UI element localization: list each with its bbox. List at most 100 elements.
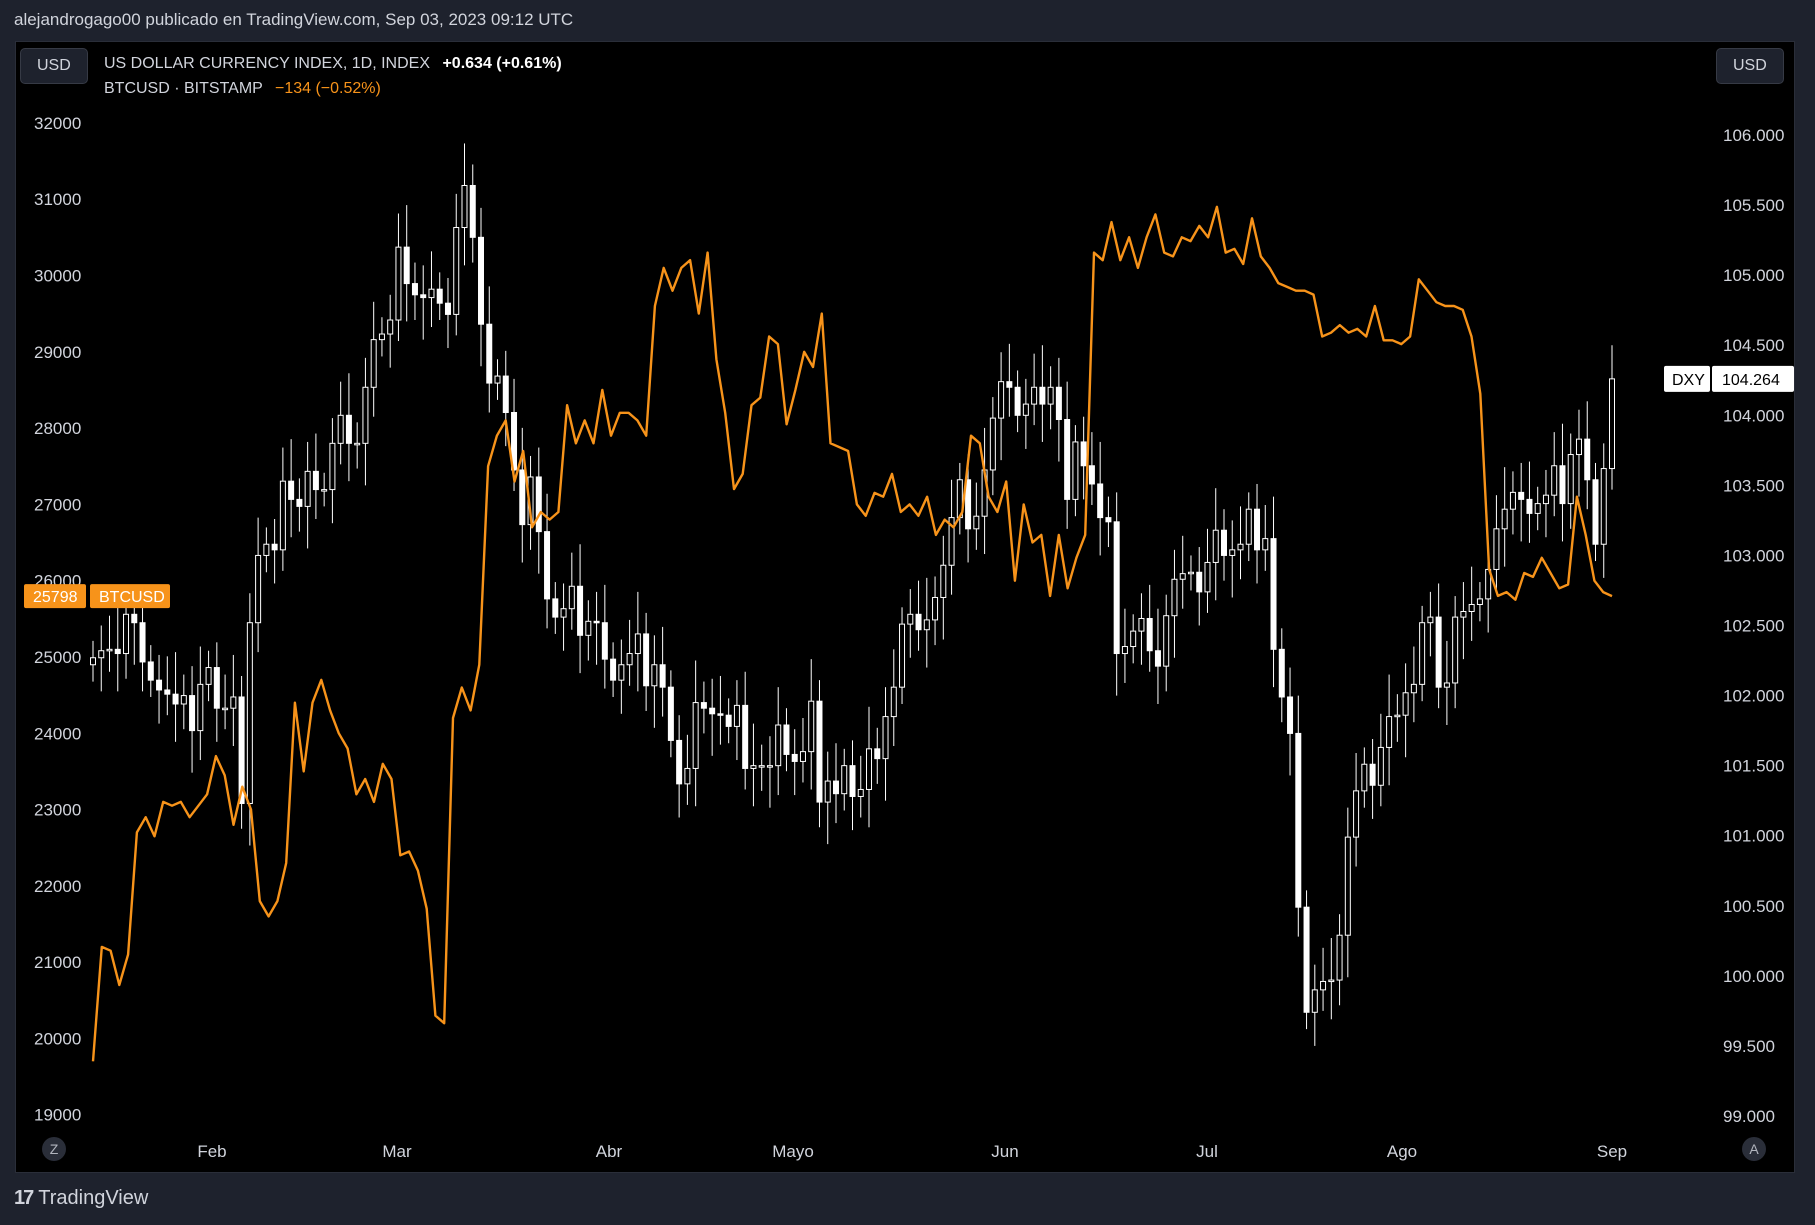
candle-body bbox=[1361, 763, 1368, 792]
candle-body bbox=[345, 414, 352, 444]
candle-body bbox=[1097, 483, 1104, 519]
candle-body bbox=[1493, 528, 1500, 570]
candle-body bbox=[222, 707, 229, 711]
candle-body bbox=[1022, 403, 1029, 416]
candle-body bbox=[1410, 683, 1417, 694]
x-tick-label: Feb bbox=[197, 1142, 226, 1161]
candle-body bbox=[337, 414, 344, 444]
x-tick-label: Mar bbox=[382, 1142, 412, 1161]
candle-body bbox=[428, 288, 435, 299]
candle-body bbox=[114, 648, 121, 655]
candle-body bbox=[1006, 381, 1013, 388]
candle-body bbox=[1055, 386, 1062, 421]
candle-body bbox=[1245, 508, 1252, 545]
candle-body bbox=[1452, 616, 1459, 684]
candle-body bbox=[1311, 989, 1318, 1013]
left-tick-label: 31000 bbox=[34, 190, 81, 209]
candle-body bbox=[378, 333, 385, 341]
candle-body bbox=[989, 417, 996, 471]
candle-body bbox=[874, 748, 881, 760]
candle-body bbox=[1476, 598, 1483, 605]
candle-body bbox=[370, 339, 377, 388]
candle-body bbox=[1526, 498, 1533, 514]
candle-body bbox=[1328, 979, 1335, 983]
left-tick-label: 27000 bbox=[34, 495, 81, 514]
candle-body bbox=[700, 702, 707, 709]
candle-body bbox=[849, 765, 856, 797]
candle-body bbox=[197, 683, 204, 732]
candle-body bbox=[1130, 630, 1137, 648]
candle-body bbox=[1600, 468, 1607, 545]
right-tick-label: 100.500 bbox=[1723, 897, 1784, 916]
left-tick-label: 23000 bbox=[34, 801, 81, 820]
candle-body bbox=[1559, 465, 1566, 505]
footer-brand[interactable]: 17 TradingView bbox=[14, 1187, 148, 1210]
candle-body bbox=[890, 686, 897, 718]
candle-body bbox=[1377, 746, 1384, 786]
candle-body bbox=[321, 489, 328, 492]
candle-body bbox=[164, 689, 171, 695]
candle-body bbox=[1336, 934, 1343, 981]
candle-body bbox=[354, 442, 361, 446]
candle-body bbox=[1014, 386, 1021, 416]
right-tick-label: 104.000 bbox=[1723, 406, 1784, 425]
candle-body bbox=[1443, 682, 1450, 688]
candle-body bbox=[568, 585, 575, 610]
right-currency-button[interactable]: USD bbox=[1716, 48, 1784, 84]
right-tick-label: 103.000 bbox=[1723, 546, 1784, 565]
left-tick-label: 28000 bbox=[34, 419, 81, 438]
left-tick-label: 19000 bbox=[34, 1106, 81, 1125]
candle-body bbox=[180, 695, 187, 705]
candle-body bbox=[973, 515, 980, 530]
auto-scale-button[interactable]: A bbox=[1742, 1137, 1766, 1161]
left-currency-button[interactable]: USD bbox=[20, 48, 88, 84]
candle-body bbox=[742, 704, 749, 769]
candle-body bbox=[1047, 386, 1054, 405]
candle-body bbox=[238, 696, 245, 804]
left-tick-label: 24000 bbox=[34, 724, 81, 743]
candle-body bbox=[230, 696, 237, 709]
candle-body bbox=[1212, 529, 1219, 563]
candle-body bbox=[1163, 615, 1170, 667]
left-tick-label: 25000 bbox=[34, 648, 81, 667]
candle-body bbox=[1509, 491, 1516, 510]
candle-body bbox=[1187, 571, 1194, 575]
candle-body bbox=[123, 613, 130, 655]
candle-body bbox=[733, 704, 740, 727]
right-tick-label: 104.500 bbox=[1723, 336, 1784, 355]
candle-body bbox=[775, 724, 782, 767]
chart-area[interactable] bbox=[15, 41, 1795, 1173]
candle-body bbox=[453, 227, 460, 315]
candle-body bbox=[544, 531, 551, 600]
candle-body bbox=[750, 765, 757, 769]
candle-body bbox=[395, 246, 402, 321]
right-tick-label: 99.000 bbox=[1723, 1107, 1775, 1126]
candle-body bbox=[172, 693, 179, 705]
candle-body bbox=[857, 788, 864, 797]
legend-btcusd-change: −134 (−0.52%) bbox=[274, 80, 381, 97]
candle-body bbox=[288, 480, 295, 500]
candle-body bbox=[717, 713, 724, 716]
btc-label-box bbox=[90, 584, 170, 609]
candle-body bbox=[246, 622, 253, 804]
btc-last-value: 25798 bbox=[33, 589, 78, 606]
candle-body bbox=[1179, 573, 1186, 580]
candle-body bbox=[560, 608, 567, 618]
candle-body bbox=[255, 554, 262, 624]
candle-body bbox=[90, 657, 96, 666]
candle-body bbox=[131, 613, 138, 624]
right-tick-label: 105.000 bbox=[1723, 266, 1784, 285]
candle-body bbox=[1270, 538, 1277, 650]
left-tick-label: 30000 bbox=[34, 266, 81, 285]
zoom-button[interactable]: Z bbox=[42, 1137, 66, 1161]
candle-body bbox=[692, 702, 699, 769]
candle-body bbox=[965, 479, 972, 530]
candle-body bbox=[1468, 603, 1475, 612]
candle-body bbox=[659, 664, 666, 688]
candle-body bbox=[271, 543, 278, 551]
x-tick-label: Sep bbox=[1597, 1142, 1627, 1161]
candle-body bbox=[279, 480, 286, 551]
candle-body bbox=[387, 319, 394, 335]
candle-body bbox=[915, 613, 922, 631]
